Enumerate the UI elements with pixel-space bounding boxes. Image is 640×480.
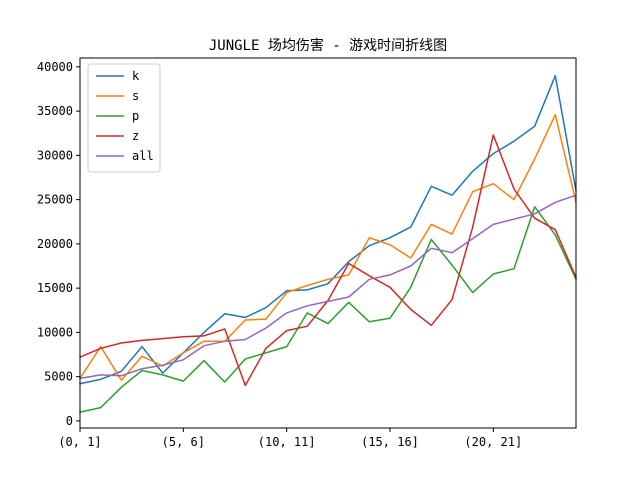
chart-title: JUNGLE 场均伤害 - 游戏时间折线图 bbox=[209, 38, 447, 54]
series-line-all bbox=[79, 194, 577, 380]
legend-label-k: k bbox=[132, 69, 140, 83]
plot-area bbox=[78, 74, 577, 413]
y-tick-label: 35000 bbox=[37, 104, 73, 118]
x-tick-label: (0, 1] bbox=[58, 435, 101, 449]
y-tick-label: 40000 bbox=[37, 60, 73, 74]
series-line-k bbox=[79, 74, 577, 385]
y-tick-label: 25000 bbox=[37, 193, 73, 207]
legend-label-p: p bbox=[132, 109, 139, 123]
legend-label-all: all bbox=[132, 149, 154, 163]
axes: 0 5000 10000 15000 20000 25000 30000 35000 40000… bbox=[37, 57, 577, 449]
y-tick-label: 0 bbox=[66, 414, 73, 428]
axes-frame bbox=[79, 57, 577, 429]
y-tick-label: 30000 bbox=[37, 148, 73, 162]
series-line-s bbox=[78, 113, 577, 381]
legend-label-z: z bbox=[132, 129, 139, 143]
y-tick-label: 5000 bbox=[44, 370, 73, 384]
series-line-p bbox=[79, 205, 577, 413]
legend-label-s: s bbox=[132, 89, 139, 103]
y-tick-label: 15000 bbox=[37, 281, 73, 295]
series-line-z bbox=[79, 134, 577, 387]
legend-box bbox=[87, 63, 161, 173]
x-tick-label: (20, 21] bbox=[464, 435, 522, 449]
x-tick-label: (5, 6] bbox=[162, 435, 205, 449]
x-tick-label: (10, 11] bbox=[258, 435, 316, 449]
y-tick-label: 10000 bbox=[37, 325, 73, 339]
x-tick-label: (15, 16] bbox=[361, 435, 419, 449]
y-tick-label: 20000 bbox=[37, 237, 73, 251]
